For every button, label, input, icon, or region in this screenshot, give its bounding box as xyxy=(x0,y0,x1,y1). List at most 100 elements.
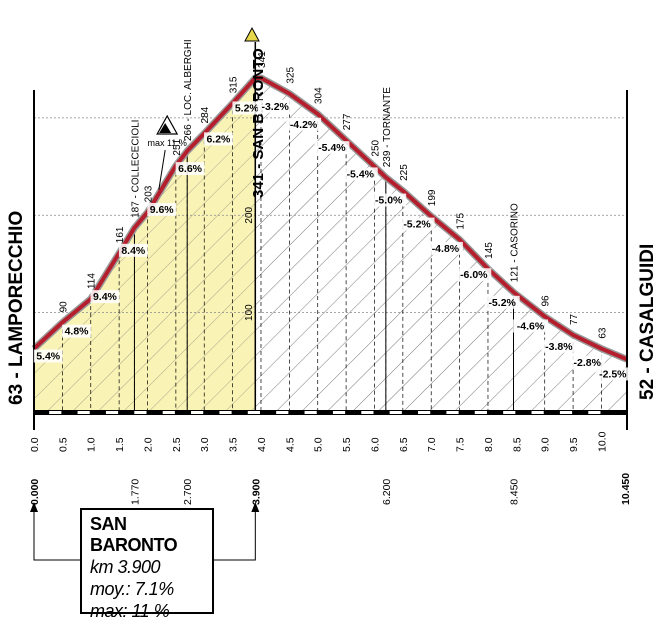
gradient-label: -2.8% xyxy=(574,357,602,369)
altitude-label: 277 xyxy=(342,113,353,130)
gradient-label-bg xyxy=(286,117,322,131)
gradient-label: -5.0% xyxy=(375,195,403,207)
altitude-label: 325 xyxy=(285,66,296,83)
x-tick-label: 6.5 xyxy=(398,437,410,452)
x-axis-segment xyxy=(77,411,90,414)
altitude-label: 175 xyxy=(456,212,467,229)
gradient-label: -3.8% xyxy=(545,341,573,353)
altitude-label: 284 xyxy=(200,106,211,123)
gradient-label-bg xyxy=(118,243,148,257)
gradient-label: -5.2% xyxy=(488,297,516,309)
x-tick-label: 8.0 xyxy=(483,437,495,452)
info-box-km: km 3.900 xyxy=(90,557,161,577)
gradient-label: -5.4% xyxy=(347,168,375,180)
gradient-label-bg xyxy=(232,101,262,115)
altitude-label: 90 xyxy=(58,301,69,313)
x-tick-label: 5.0 xyxy=(313,437,325,452)
altitude-label: 161 xyxy=(115,226,126,243)
altitude-label: 225 xyxy=(399,164,410,181)
arrow-up-left xyxy=(30,502,38,512)
altitude-label: 145 xyxy=(484,242,495,259)
x-axis-segment xyxy=(247,411,260,414)
bracket-right xyxy=(214,508,256,561)
altitude-label: 250 xyxy=(370,139,381,156)
x-axis-segment xyxy=(389,411,402,414)
x-axis-segment xyxy=(162,411,175,414)
y-tick-label: 200 xyxy=(244,206,255,223)
gradient-label-bg xyxy=(342,167,378,181)
x-tick-label: 6.0 xyxy=(369,437,381,452)
gradient-label-bg xyxy=(314,141,350,155)
altitude-label: 341 xyxy=(257,51,268,68)
gradient-label-bg xyxy=(456,268,492,282)
max-gradient-icon-inner xyxy=(159,123,172,133)
gradient-label-bg xyxy=(90,290,120,304)
key-point-label: 0.000 xyxy=(29,479,41,505)
x-tick-label: 4.5 xyxy=(284,437,296,452)
x-tick-label: 7.0 xyxy=(426,437,438,452)
x-tick-label: 5.5 xyxy=(341,437,353,452)
key-point-label: 8.450 xyxy=(509,479,521,505)
gradient-label-bg xyxy=(541,339,577,353)
gradient-label: 9.4% xyxy=(93,291,118,303)
gradient-label: 6.6% xyxy=(178,163,203,175)
x-axis-segment xyxy=(418,411,431,414)
x-axis-segment xyxy=(503,411,516,414)
x-axis-segment xyxy=(474,411,487,414)
altitude-label: 304 xyxy=(314,87,325,104)
gradient-label-bg xyxy=(569,355,605,369)
gradient-label: 5.4% xyxy=(36,351,61,363)
gradient-label: -6.0% xyxy=(460,269,488,281)
gradient-label-bg xyxy=(62,324,91,338)
x-axis-segment xyxy=(559,411,573,414)
gradient-label-bg xyxy=(204,132,233,146)
x-axis-segment xyxy=(446,411,459,414)
x-tick-label: 9.0 xyxy=(540,437,552,452)
y-tick-label: 100 xyxy=(244,304,255,321)
altitude-label: 114 xyxy=(87,273,98,289)
gradient-label: 4.8% xyxy=(65,326,90,338)
altitude-label: 187 - COLLECECIOLI xyxy=(130,120,141,218)
gradient-label: 6.2% xyxy=(206,133,231,145)
arrow-up-right xyxy=(251,502,260,512)
altitude-label: 315 xyxy=(229,76,240,93)
x-axis-segment xyxy=(219,411,232,414)
x-axis-segment xyxy=(304,411,317,414)
gradient-label-bg xyxy=(399,217,435,231)
gradient-label: 5.2% xyxy=(235,102,260,114)
info-box-title: SAN BARONTO xyxy=(90,514,178,555)
gradient-label: -5.2% xyxy=(403,219,431,231)
gradient-label: -5.4% xyxy=(318,142,346,154)
altitude-label: 77 xyxy=(569,313,580,325)
x-tick-label: 4.0 xyxy=(256,437,268,452)
climb-info-box: SAN BARONTO km 3.900 moy.: 7.1% max: 11 … xyxy=(80,508,214,621)
key-point-label: 1.770 xyxy=(129,479,141,505)
x-axis-segment xyxy=(49,411,62,414)
gradient-label-bg xyxy=(513,319,549,333)
end-label: 52 - CASALGUIDI xyxy=(637,244,658,400)
altitude-label: 251 xyxy=(172,138,183,155)
max-gradient-label: max 11 % xyxy=(147,138,186,148)
altitude-label: 239 - TORNANTE xyxy=(382,87,393,168)
info-box-avg-gradient: moy.: 7.1% xyxy=(90,579,174,599)
gradient-label: -4.2% xyxy=(290,119,318,131)
x-tick-label: 1.5 xyxy=(114,437,126,452)
altitude-label: 63 xyxy=(597,327,608,339)
x-tick-label: 9.5 xyxy=(568,437,580,452)
x-axis-segment xyxy=(588,411,601,414)
x-axis-segment xyxy=(531,411,544,414)
x-tick-label: 7.5 xyxy=(455,437,467,452)
x-tick-label: 2.0 xyxy=(142,437,154,452)
gradient-label-bg xyxy=(371,193,407,207)
gradient-label-bg xyxy=(175,162,205,176)
info-box-max-gradient: max: 11 % xyxy=(90,601,170,621)
x-axis-bar xyxy=(34,410,627,415)
gradient-label-bg xyxy=(147,202,177,216)
key-point-label: 3.900 xyxy=(250,479,262,505)
x-tick-label: 0.5 xyxy=(57,437,69,452)
x-tick-label: 3.0 xyxy=(199,437,211,452)
x-tick-label: 2.5 xyxy=(171,437,183,452)
x-axis-segment xyxy=(134,411,147,414)
summit-label: 341 - SAN BARONTO xyxy=(250,48,267,198)
x-axis-segment xyxy=(105,411,119,414)
